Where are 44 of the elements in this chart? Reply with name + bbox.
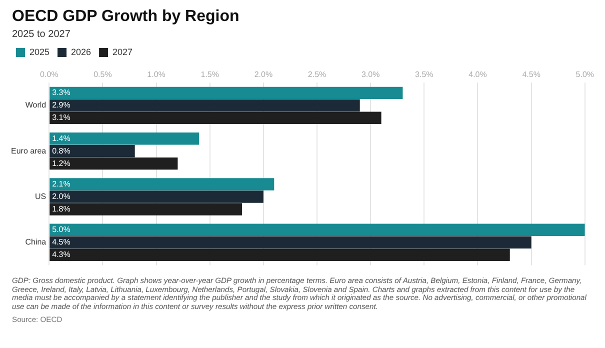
data-label: 4.3%: [52, 250, 70, 260]
bar: [50, 157, 178, 170]
data-label: 3.3%: [52, 88, 70, 98]
bar: [50, 112, 382, 124]
bar: [50, 248, 510, 261]
y-tick-label: Euro area: [10, 146, 47, 156]
x-tick-label: 4.0%: [468, 70, 487, 80]
legend-label: 2025: [30, 46, 50, 57]
legend-label: 2027: [112, 46, 133, 57]
bar: [50, 224, 585, 236]
x-tick-label: 1.5%: [200, 70, 219, 80]
bar: [50, 190, 264, 203]
x-tick-label: 2.5%: [308, 70, 326, 80]
bar: [50, 144, 135, 158]
bar: [50, 99, 360, 112]
y-tick-label: US: [35, 192, 46, 201]
x-tick-label: 5.0%: [576, 70, 594, 80]
x-tick-label: 0.5%: [94, 70, 112, 80]
data-label: 0.8%: [52, 146, 70, 156]
data-label: 3.1%: [52, 113, 70, 122]
bar: [50, 236, 532, 248]
bar: [50, 86, 403, 100]
x-tick-label: 3.0%: [361, 70, 380, 80]
chart-title: OECD GDP Growth by Region: [12, 8, 240, 26]
chart-subtitle: 2025 to 2027: [12, 29, 72, 40]
bar: [50, 132, 200, 145]
x-tick-label: 1.0%: [147, 70, 166, 80]
data-label: 2.1%: [52, 179, 70, 188]
x-tick-label: 3.5%: [415, 70, 434, 80]
legend-label: 2026: [71, 46, 92, 57]
x-tick-label: 0.0%: [40, 70, 58, 80]
bar: [50, 178, 274, 190]
data-label: 1.8%: [52, 204, 70, 214]
x-tick-label: 2.0%: [254, 70, 273, 80]
y-tick-label: World: [25, 100, 46, 110]
bar: [50, 203, 242, 216]
data-label: 1.2%: [52, 158, 70, 168]
data-label: 4.5%: [52, 238, 70, 247]
y-tick-label: China: [25, 238, 47, 247]
data-label: 1.4%: [52, 134, 70, 143]
x-tick-label: 4.5%: [522, 70, 540, 80]
data-label: 2.9%: [52, 100, 70, 110]
data-label: 2.0%: [52, 192, 70, 201]
data-label: 5.0%: [52, 225, 70, 234]
